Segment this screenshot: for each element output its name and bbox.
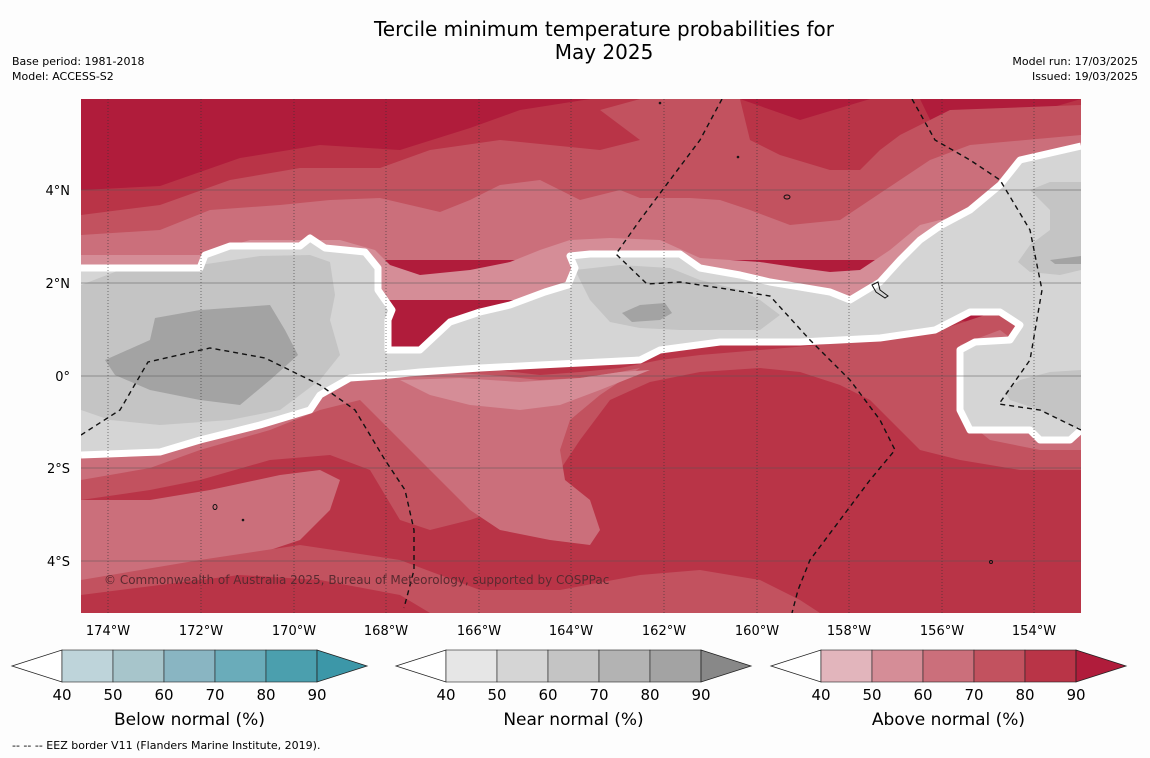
longitude-labels: 174°W 172°W 170°W 168°W 166°W 164°W 162°…: [86, 624, 1056, 639]
colorbar-tick-label: 80: [640, 686, 659, 704]
copyright-notice: © Commonwealth of Australia 2025, Bureau…: [104, 573, 609, 587]
colorbar-segment: [265, 649, 318, 683]
colorbar-tick-label: 40: [811, 686, 830, 704]
lon-label: 162°W: [642, 624, 686, 639]
colorbar-title: Above normal (%): [872, 710, 1025, 730]
lon-label: 160°W: [735, 624, 779, 639]
base-period: Base period: 1981-2018: [12, 55, 145, 68]
colorbar-segment: [496, 649, 549, 683]
colorbar-under-arrow: [10, 649, 63, 683]
forty-percent-boundary-south: [81, 308, 1081, 459]
lon-label: 170°W: [272, 624, 316, 639]
lon-label: 158°W: [827, 624, 871, 639]
lat-label: 4°S: [47, 555, 70, 570]
colorbar: 40 50 60 70 80 90 Near normal (%): [394, 649, 753, 730]
colorbar-tick-label: 90: [307, 686, 326, 704]
colorbar-over-arrow: [1075, 649, 1128, 683]
colorbar-segment: [61, 649, 114, 683]
near-normal-60-east: [1018, 182, 1081, 275]
colorbar-tick-label: 40: [52, 686, 71, 704]
eez-footnote: -- -- -- EEZ border V11 (Flanders Marine…: [12, 739, 321, 752]
lat-label: 0°: [55, 370, 70, 385]
colorbar-segment: [649, 649, 702, 683]
colorbar-segment: [871, 649, 924, 683]
lon-label: 156°W: [920, 624, 964, 639]
colorbar-segment: [445, 649, 498, 683]
lon-label: 154°W: [1012, 624, 1056, 639]
near-normal-70-central: [622, 303, 672, 322]
colorbar-over-arrow: [316, 649, 369, 683]
lon-label: 172°W: [179, 624, 223, 639]
colorbar: 40 50 60 70 80 90 Above normal (%): [769, 649, 1128, 730]
colorbar-tick-label: 60: [538, 686, 557, 704]
colorbar-tick-label: 40: [436, 686, 455, 704]
colorbar-segment: [163, 649, 216, 683]
colorbar-tick-label: 70: [205, 686, 224, 704]
title-line-1: Tercile minimum temperature probabilitie…: [373, 17, 835, 41]
lat-label: 2°N: [46, 277, 71, 292]
chart-title: Tercile minimum temperature probabilitie…: [0, 18, 1150, 64]
above-normal-80-south-edge: [81, 575, 430, 613]
colorbar-segment: [973, 649, 1026, 683]
colorbar-under-arrow: [394, 649, 447, 683]
colorbar-tick-label: 70: [589, 686, 608, 704]
colorbar-tick-label: 90: [1066, 686, 1085, 704]
issued-date: Issued: 19/03/2025: [1031, 70, 1138, 83]
eez-borders: [81, 99, 1081, 613]
colorbar-segment: [214, 649, 267, 683]
lat-label: 2°S: [47, 462, 70, 477]
colorbar-tick-label: 50: [862, 686, 881, 704]
latitude-lines: [81, 189, 1081, 562]
lat-label: 4°N: [46, 184, 71, 199]
colorbar-segment: [547, 649, 600, 683]
colorbar-tick-label: 60: [913, 686, 932, 704]
meta-right: Model run: 17/03/2025 Issued: 19/03/2025: [1012, 54, 1138, 84]
title-line-2: May 2025: [554, 40, 654, 64]
colorbar-tick-label: 50: [103, 686, 122, 704]
above-normal-60-north: [81, 135, 1081, 260]
forty-percent-boundary-west: [81, 142, 1081, 354]
model-name: Model: ACCESS-S2: [12, 70, 114, 83]
colorbar-tick-label: 60: [154, 686, 173, 704]
colorbar-segment: [820, 649, 873, 683]
lon-label: 168°W: [364, 624, 408, 639]
lon-label: 164°W: [549, 624, 593, 639]
colorbar-segment: [1024, 649, 1077, 683]
colorbar-tick-label: 90: [691, 686, 710, 704]
islands: [212, 101, 993, 564]
probability-field: © Commonwealth of Australia 2025, Bureau…: [81, 99, 1081, 613]
colorbar-tick-label: 80: [256, 686, 275, 704]
near-normal-70-east: [1050, 256, 1081, 264]
lon-label: 166°W: [457, 624, 501, 639]
colorbar: 40 50 60 70 80 90 Below normal (%): [10, 649, 369, 730]
above-normal-60-southwest: [81, 470, 340, 590]
colorbar-tick-label: 80: [1015, 686, 1034, 704]
colorbar-title: Near normal (%): [503, 710, 643, 730]
colorbar-segment: [112, 649, 165, 683]
colorbar-segment: [598, 649, 651, 683]
near-normal-70-west: [105, 305, 298, 405]
colorbar-segment: [922, 649, 975, 683]
colorbars: 40 50 60 70 80 90 Below normal (%) 40 50 60 70 80 90…: [10, 649, 1128, 730]
model-run: Model run: 17/03/2025: [1012, 55, 1138, 68]
near-normal-west-region: [81, 146, 1081, 455]
latitude-labels: 4°N 2°N 0° 2°S 4°S: [46, 184, 71, 570]
lon-label: 174°W: [86, 624, 130, 639]
colorbar-over-arrow: [700, 649, 753, 683]
above-normal-50-south: [400, 370, 650, 410]
colorbar-title: Below normal (%): [114, 710, 265, 730]
colorbar-under-arrow: [769, 649, 822, 683]
meta-left: Base period: 1981-2018 Model: ACCESS-S2: [12, 54, 144, 84]
near-normal-60-east-lower: [1005, 370, 1081, 430]
colorbar-tick-label: 50: [487, 686, 506, 704]
colorbar-tick-label: 70: [964, 686, 983, 704]
